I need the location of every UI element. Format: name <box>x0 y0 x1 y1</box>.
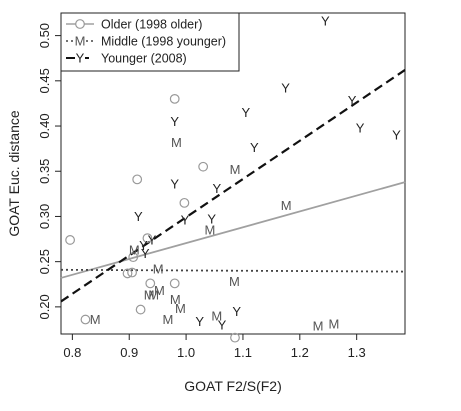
legend-marker-bg <box>75 52 85 64</box>
point-younger: Y <box>170 176 179 191</box>
point-younger: Y <box>141 246 150 261</box>
x-tick-label: 1.3 <box>348 345 366 360</box>
point-older <box>142 233 153 244</box>
point-older <box>122 268 133 279</box>
legend-marker-circle <box>75 19 85 29</box>
point-younger: Y <box>148 232 157 247</box>
legend-marker-glyph: M <box>75 34 86 49</box>
point-middle: M <box>162 312 173 327</box>
point-older <box>169 94 180 104</box>
legend-box <box>60 12 240 72</box>
point-younger: Y <box>134 209 143 224</box>
point-younger: Y <box>241 105 250 120</box>
point-middle: M <box>211 308 222 323</box>
y-tick-label: 0.20 <box>37 294 52 319</box>
point-younger: Y <box>170 114 179 129</box>
point-older <box>65 235 75 245</box>
point-middle: M <box>153 261 164 276</box>
point-middle: M <box>170 292 181 307</box>
fit-lines <box>60 69 406 303</box>
point-younger: Y <box>392 128 401 143</box>
point-older <box>128 252 139 263</box>
x-axis-title: GOAT F2/S(F2) <box>184 378 282 394</box>
point-middle: M <box>129 242 140 257</box>
point-younger: Y <box>281 81 290 96</box>
y-tick-label: 0.40 <box>37 113 52 138</box>
point-younger: Y <box>181 213 190 228</box>
x-tick-label: 1.2 <box>291 345 309 360</box>
point-middle: M <box>90 312 101 327</box>
point-middle: M <box>329 317 340 332</box>
point-middle: M <box>313 318 324 333</box>
point-older <box>135 304 146 315</box>
point-younger: Y <box>212 181 221 196</box>
point-younger: Y <box>139 238 148 253</box>
point-middle: M <box>154 283 165 298</box>
legend-label: Middle (1998 younger) <box>101 35 226 49</box>
point-middle: M <box>281 198 292 213</box>
point-older <box>198 161 209 172</box>
y-tick-label: 0.45 <box>37 68 52 93</box>
y-tick-label: 0.30 <box>37 204 52 229</box>
legend-marker-bg <box>75 35 85 47</box>
point-younger: Y <box>195 314 204 329</box>
point-younger: Y <box>232 304 241 319</box>
point-older <box>132 174 143 185</box>
point-younger: Y <box>207 212 216 227</box>
legend-label: Younger (2008) <box>101 52 187 66</box>
y-tick-label: 0.50 <box>37 23 52 48</box>
point-younger: Y <box>321 14 330 29</box>
point-younger: Y <box>218 317 227 332</box>
axes: 0.8 0.9 1.0 1.1 1.2 1.3 0.20 0.25 0.30 0.35 0.40 0.… <box>37 23 366 360</box>
point-older <box>230 332 240 343</box>
point-older <box>145 278 156 289</box>
legend: Older (1998 older) M Middle (1998 younger)… <box>60 12 240 72</box>
point-younger: Y <box>250 140 259 155</box>
y-axis-title: GOAT Euc. distance <box>6 110 22 237</box>
point-younger: Y <box>348 93 357 108</box>
x-tick-label: 1.0 <box>177 345 195 360</box>
point-older <box>169 278 180 289</box>
legend-marker-glyph: Y <box>76 51 85 66</box>
point-older <box>127 267 137 278</box>
legend-label: Older (1998 older) <box>101 18 202 32</box>
y-tick-label: 0.35 <box>37 159 52 184</box>
x-tick-label: 0.8 <box>63 345 81 360</box>
point-middle: M <box>144 288 155 303</box>
point-younger: Y <box>356 120 365 135</box>
point-middle: M <box>205 223 216 238</box>
point-middle: M <box>171 135 182 150</box>
y-tick-label: 0.25 <box>37 249 52 274</box>
point-middle: M <box>148 288 159 303</box>
point-middle: M <box>229 274 240 289</box>
x-tick-label: 0.9 <box>120 345 138 360</box>
point-older <box>179 197 190 208</box>
point-older <box>80 314 91 325</box>
fit-line <box>60 181 406 279</box>
point-middle: M <box>230 162 241 177</box>
x-tick-label: 1.1 <box>234 345 252 360</box>
fit-line <box>60 268 406 273</box>
point-middle: M <box>175 301 186 316</box>
